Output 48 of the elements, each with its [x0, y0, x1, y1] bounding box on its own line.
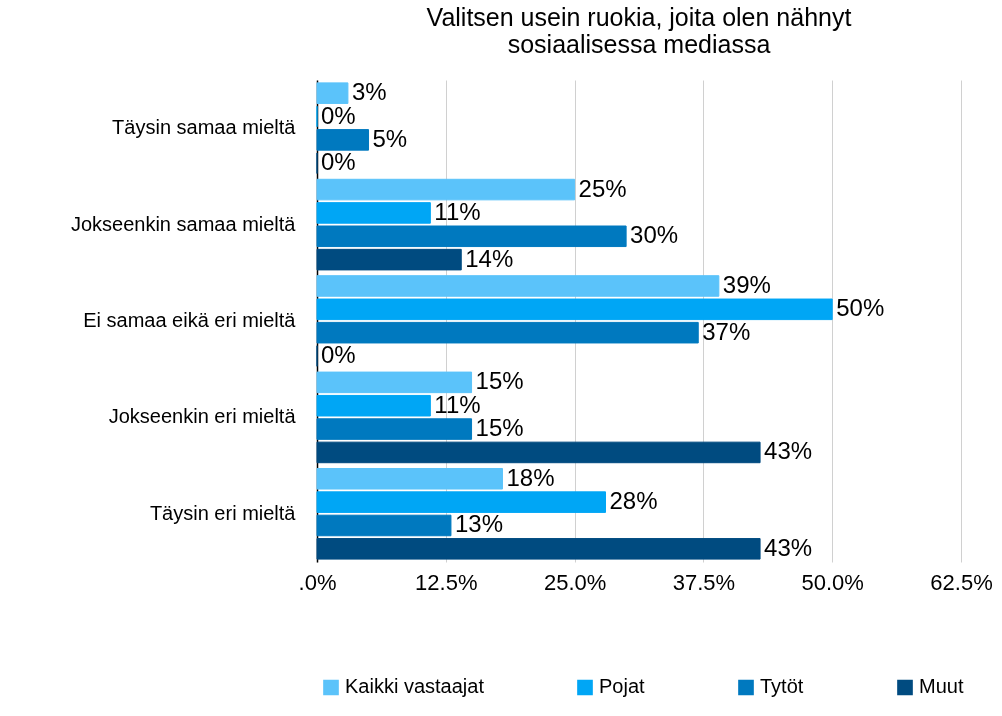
data-label: 43% — [764, 533, 813, 561]
data-label: 11% — [434, 197, 481, 225]
x-tick-label: 37.5% — [672, 569, 736, 595]
data-label: 25% — [578, 174, 627, 202]
data-label: 37% — [702, 317, 751, 345]
bar — [316, 225, 627, 248]
bar — [316, 248, 462, 271]
bar — [316, 298, 833, 321]
data-label: 43% — [764, 437, 813, 465]
legend-label: Tytöt — [760, 675, 804, 698]
data-label: 13% — [454, 510, 503, 538]
bar — [316, 178, 576, 201]
bar — [316, 371, 473, 394]
bar — [316, 467, 503, 490]
y-tick-label: Jokseenkin samaa mieltä — [70, 212, 297, 235]
bar — [316, 538, 761, 560]
chart-title: Valitsen usein ruokia, joita olen nähnyt sosiaalisessa mediassa — [426, 3, 852, 58]
data-label: 14% — [465, 244, 514, 272]
bar — [316, 129, 370, 151]
y-tick-label: Jokseenkin eri mieltä — [108, 405, 297, 428]
data-label: 50% — [836, 294, 885, 322]
bar — [316, 394, 431, 417]
bar — [316, 202, 431, 224]
data-label: 0% — [321, 341, 356, 369]
y-tick-label: Ei samaa eikä eri mieltä — [83, 309, 297, 331]
y-tick-label: Täysin eri mieltä — [149, 501, 297, 524]
data-label: 18% — [506, 463, 555, 491]
data-label: 30% — [630, 221, 679, 249]
x-tick-label: 12.5% — [415, 569, 478, 595]
bar — [316, 275, 720, 297]
bar — [316, 418, 473, 440]
legend-label: Kaikki vastaajat — [345, 675, 485, 698]
data-label: 5% — [372, 124, 408, 152]
x-tick-label: 25.0% — [543, 569, 607, 595]
bar — [316, 321, 699, 344]
bar — [316, 441, 761, 464]
bar — [316, 514, 452, 537]
bar — [316, 491, 607, 513]
data-label: 39% — [722, 270, 771, 298]
x-tick-label: 62.5% — [930, 569, 993, 595]
x-tick-label: 50.0% — [801, 569, 864, 595]
data-label: 28% — [609, 487, 658, 515]
y-tick-label: Täysin samaa mieltä — [112, 116, 297, 139]
data-label: 0% — [321, 148, 356, 176]
bar — [316, 82, 349, 104]
x-tick-label: .0% — [298, 569, 337, 595]
legend-label: Pojat — [599, 675, 646, 698]
legend-label: Muut — [919, 675, 964, 698]
